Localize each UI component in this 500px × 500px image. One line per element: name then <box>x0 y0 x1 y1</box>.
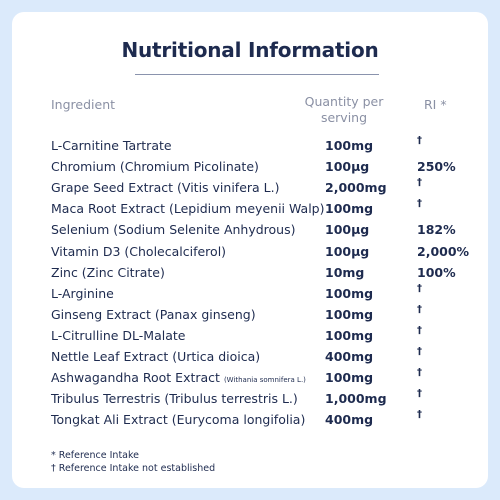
ri-value: 100% <box>417 264 456 280</box>
quantity-value: 100µg <box>325 222 370 238</box>
ri-value: † <box>417 346 422 357</box>
ingredient-name: Zinc (Zinc Citrate) <box>51 265 165 280</box>
quantity-value: 100µg <box>325 159 370 175</box>
quantity-column-header: Quantity per serving <box>304 94 384 125</box>
table-row: Zinc (Zinc Citrate) 10mg 100% <box>12 265 488 285</box>
table-row: L-Carnitine Tartrate 100mg † <box>12 135 488 158</box>
table-row: Nettle Leaf Extract (Urtica dioica) 400mg… <box>12 346 488 369</box>
quantity-value: 100mg <box>325 306 374 322</box>
ingredient-column-header: Ingredient <box>51 97 116 112</box>
ingredient-name: Selenium (Sodium Selenite Anhydrous) <box>51 222 296 237</box>
quantity-value: 400mg <box>325 412 374 428</box>
footnote-not-established: † Reference Intake not established <box>51 463 216 474</box>
ingredient-name: Maca Root Extract (Lepidium meyenii Walp… <box>51 201 325 216</box>
ingredient-name: L-Citrulline DL-Malate <box>51 328 185 343</box>
ingredient-label: Zinc (Zinc Citrate) <box>51 264 165 280</box>
title-underline <box>135 74 379 75</box>
ri-value: † <box>417 303 422 315</box>
ri-value: 182% <box>417 222 456 238</box>
ingredient-label: Ginseng Extract (Panax ginseng) <box>51 306 256 322</box>
ingredient-name: Nettle Leaf Extract (Urtica dioica) <box>51 349 260 364</box>
ingredient-label: Tribulus Terrestris (Tribulus terrestris… <box>51 391 298 407</box>
nutrition-card: Nutritional Information Ingredient Quant… <box>12 12 488 488</box>
quantity-value: 100mg <box>325 201 374 217</box>
page-title: Nutritional Information <box>121 38 379 62</box>
ri-value: 2,000% <box>417 243 470 259</box>
ingredient-name: Tribulus Terrestris (Tribulus terrestris… <box>51 391 298 406</box>
table-row: Tribulus Terrestris (Tribulus terrestris… <box>12 388 488 411</box>
quantity-value: 100µg <box>325 243 370 259</box>
table-row: Tongkat Ali Extract (Eurycoma longifolia… <box>12 409 488 432</box>
ingredient-label: L-Carnitine Tartrate <box>51 138 172 153</box>
ri-value: † <box>417 135 422 146</box>
ingredient-name: Ashwagandha Root Extract (Withania somni… <box>51 370 306 385</box>
ingredient-botanical-note: (Withania somnifera L.) <box>223 376 306 385</box>
ingredient-label: Maca Root Extract (Lepidium meyenii Walp… <box>51 201 325 217</box>
ri-value: 250% <box>417 159 456 175</box>
ri-value: † <box>417 198 422 210</box>
quantity-value: 100mg <box>325 370 374 386</box>
ri-column-header: RI * <box>424 97 447 112</box>
ri-value: † <box>417 367 422 379</box>
ri-value: † <box>417 409 422 421</box>
ingredient-label: Grape Seed Extract (Vitis vinifera L.) <box>51 180 280 196</box>
table-row: Chromium (Chromium Picolinate) 100µg 250% <box>12 159 488 179</box>
ingredient-name: Ginseng Extract (Panax ginseng) <box>51 307 256 322</box>
table-row: Vitamin D3 (Cholecalciferol) 100µg 2,000% <box>12 244 488 264</box>
table-row: Selenium (Sodium Selenite Anhydrous) 100µ… <box>12 222 488 242</box>
quantity-value: 2,000mg <box>325 180 387 196</box>
footnote-reference-intake: * Reference Intake <box>51 450 140 461</box>
table-row: Maca Root Extract (Lepidium meyenii Walp… <box>12 198 488 221</box>
ingredient-name: Tongkat Ali Extract (Eurycoma longifolia… <box>51 412 305 427</box>
ingredient-label: Ashwagandha Root Extract <box>51 370 220 386</box>
quantity-value: 1,000mg <box>325 391 387 407</box>
ri-value: † <box>417 324 422 336</box>
ingredient-name: Vitamin D3 (Cholecalciferol) <box>51 244 226 259</box>
ingredient-label: Chromium (Chromium Picolinate) <box>51 159 259 175</box>
quantity-value: 100mg <box>325 285 374 301</box>
ingredient-name: Grape Seed Extract (Vitis vinifera L.) <box>51 180 279 195</box>
ingredient-label: Vitamin D3 (Cholecalciferol) <box>51 243 227 259</box>
ingredient-label: L-Citrulline DL-Malate <box>51 327 186 343</box>
ingredient-label: Nettle Leaf Extract (Urtica dioica) <box>51 349 261 364</box>
ingredient-name: Chromium (Chromium Picolinate) <box>51 159 259 174</box>
ingredient-label: Selenium (Sodium Selenite Anhydrous) <box>51 222 296 238</box>
ingredient-label: L-Arginine <box>51 285 114 301</box>
table-row: L-Arginine 100mg † <box>12 282 488 306</box>
ingredient-name: L-Carnitine Tartrate <box>51 138 172 153</box>
ingredient-name: L-Arginine <box>51 286 114 301</box>
ri-value: † <box>417 177 422 189</box>
quantity-value: 400mg <box>325 349 374 364</box>
table-row: L-Citrulline DL-Malate 100mg † <box>12 324 488 348</box>
quantity-value: 100mg <box>325 138 374 153</box>
ri-value: † <box>417 388 422 400</box>
ingredient-label: Tongkat Ali Extract (Eurycoma longifolia… <box>51 412 306 428</box>
table-row: Ashwagandha Root Extract (Withania somni… <box>12 367 488 390</box>
table-row: Grape Seed Extract (Vitis vinifera L.) 2,… <box>12 177 488 200</box>
ri-value: † <box>417 282 422 294</box>
quantity-value: 10mg <box>325 264 365 280</box>
table-row: Ginseng Extract (Panax ginseng) 100mg † <box>12 303 488 327</box>
quantity-value: 100mg <box>325 327 374 343</box>
